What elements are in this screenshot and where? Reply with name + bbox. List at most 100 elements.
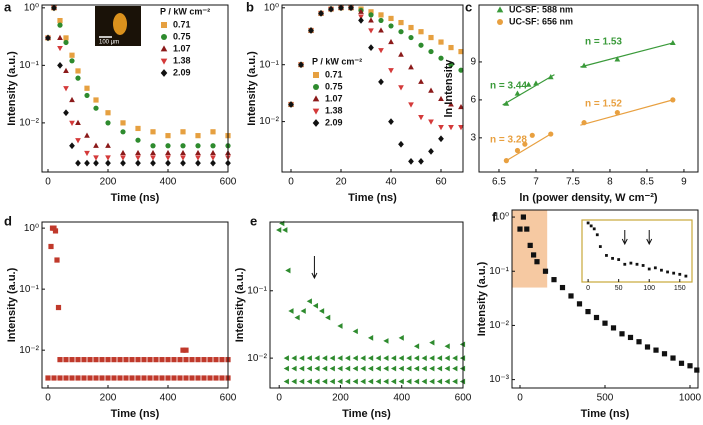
marker [368,17,374,23]
marker [57,61,63,69]
marker [390,378,397,385]
marker [160,45,168,52]
marker [367,334,374,341]
marker [452,355,458,361]
marker [213,357,219,363]
fit-line [580,42,673,68]
x-tick-label: 0 [288,177,294,188]
marker [288,101,294,108]
x-tick-label: 600 [220,393,237,404]
marker [120,129,126,135]
marker [294,314,300,321]
marker [195,357,201,363]
marker [135,159,141,167]
marker [160,69,168,77]
marker [75,375,81,381]
marker [669,39,676,46]
plot-frame [269,221,464,389]
marker [276,227,282,233]
marker [161,34,167,40]
marker [378,27,384,33]
marker [180,155,186,161]
marker [75,75,81,81]
marker [84,92,90,99]
marker [318,9,324,17]
marker [438,55,444,61]
panel-label: d [4,213,12,228]
marker [93,105,99,111]
marker [458,67,464,73]
marker [459,365,466,372]
marker [378,78,384,86]
legend-label: 1.38 [325,105,343,115]
arrow [621,230,628,246]
marker [314,355,320,361]
annotation: n = 1.53 [585,37,622,48]
panel-label: c [465,0,472,14]
marker [329,378,335,385]
plot-frame [581,219,693,283]
marker [165,357,171,363]
marker [69,375,75,381]
x-tick-label: 40 [385,177,397,188]
marker [388,38,394,45]
marker [153,375,159,381]
marker [352,365,358,372]
marker [81,357,87,363]
marker [383,355,389,361]
marker [678,360,685,366]
panel-label: e [250,213,257,228]
marker [666,270,669,274]
x-tick-label: 7.5 [566,177,580,188]
marker [413,343,420,350]
panel-label: a [4,0,12,14]
marker [653,266,657,270]
x-tick-label: 8 [607,177,613,188]
marker [150,155,156,161]
marker [408,102,414,108]
marker [408,64,414,70]
marker [444,365,450,372]
marker [313,84,319,90]
marker [524,226,530,232]
highlight-region [512,210,548,288]
fit-line [580,99,674,126]
marker [318,308,325,314]
marker [63,109,69,117]
marker [383,378,389,385]
marker [93,155,99,161]
marker [398,85,404,91]
marker [352,328,358,335]
marker [388,15,394,22]
marker [195,133,201,139]
marker [672,271,676,275]
marker [117,375,123,381]
marker [105,375,111,381]
marker [375,365,381,372]
marker [344,355,351,361]
marker [586,221,590,225]
y-tick-label: 10⁰ [24,223,39,234]
marker [619,331,625,337]
marker [299,378,305,385]
x-tick-label: 400 [160,177,177,188]
marker [87,375,93,381]
marker [406,355,412,361]
x-tick-label: 400 [393,393,410,404]
marker [378,48,384,54]
marker [653,347,659,353]
marker [93,159,99,167]
y-tick-label: 6 [470,95,476,106]
marker [337,365,343,372]
marker [135,125,141,132]
marker [548,131,554,137]
marker [300,308,306,314]
marker [452,378,458,385]
marker [129,357,135,363]
marker [368,12,374,18]
marker [283,355,289,361]
inset-background [582,220,692,282]
marker [75,68,81,74]
marker [514,90,521,96]
marker [123,357,129,363]
